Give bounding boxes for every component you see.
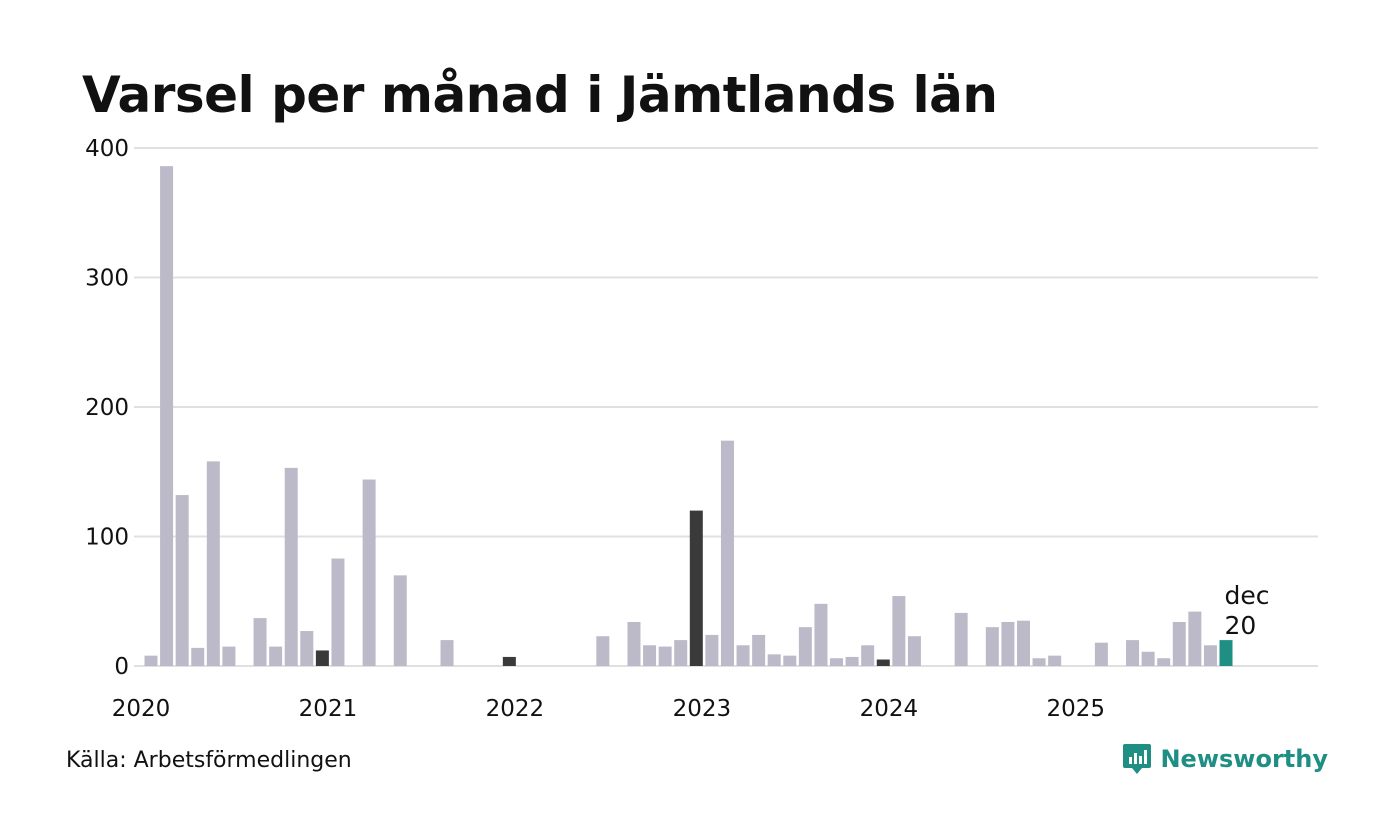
bar-2023-04: [752, 634, 766, 666]
bar-2023-05: [767, 654, 781, 666]
x-tick-label: 2020: [112, 696, 171, 722]
brand-name: Newsworthy: [1160, 745, 1328, 773]
x-tick-label: 2023: [673, 696, 732, 722]
bar-2020-11: [300, 631, 314, 666]
x-tick-label: 2022: [486, 696, 545, 722]
bar-2023-12: [876, 659, 890, 666]
x-tick-label: 2024: [860, 696, 919, 722]
newsworthy-icon: [1123, 744, 1152, 774]
bar-2020-05: [206, 461, 220, 666]
bar-2020-08: [253, 618, 267, 666]
x-tick-label: 2025: [1047, 696, 1106, 722]
bar-2021-01: [331, 558, 345, 666]
bar-2024-11: [1048, 655, 1062, 666]
annotation-value: 20: [1225, 611, 1257, 640]
bars: [144, 166, 1233, 666]
bar-2024-10: [1032, 658, 1046, 666]
y-tick-label: 200: [85, 395, 129, 421]
bar-2024-09: [1016, 620, 1030, 666]
bar-2025-02: [1094, 642, 1108, 666]
chart-title: Varsel per månad i Jämtlands län: [82, 66, 998, 124]
bar-2024-07: [985, 627, 999, 666]
source-label: Källa: Arbetsförmedlingen: [66, 748, 352, 773]
bar-2020-06: [222, 646, 236, 666]
bar-2023-10: [845, 656, 859, 666]
y-tick-label: 400: [85, 136, 129, 162]
bar-2023-09: [830, 658, 844, 666]
bar-2020-02: [160, 166, 174, 666]
annotation-month: dec: [1225, 581, 1270, 610]
bar-2022-06: [596, 636, 610, 666]
bar-2025-06: [1157, 658, 1171, 666]
bar-2025-05: [1141, 651, 1155, 666]
bar-2025-10: [1219, 640, 1233, 666]
y-tick-label: 0: [114, 654, 129, 680]
bar-2020-09: [269, 646, 283, 666]
bar-2023-11: [861, 645, 875, 666]
bar-2025-07: [1172, 621, 1186, 666]
bar-2023-02: [720, 440, 734, 666]
bar-2022-08: [627, 621, 641, 666]
bar-2024-08: [1001, 621, 1015, 666]
bar-2024-02: [907, 636, 921, 666]
bar-2021-03: [362, 479, 376, 666]
y-tick-label: 100: [85, 525, 129, 551]
bar-2023-07: [798, 627, 812, 666]
bar-2021-05: [393, 575, 407, 666]
bar-2022-11: [674, 640, 688, 666]
bar-2022-09: [643, 645, 657, 666]
bar-2020-03: [175, 495, 189, 666]
bar-2024-05: [954, 612, 968, 666]
y-axis-ticks: 0 100 200 300 400: [85, 136, 129, 680]
bar-2021-08: [440, 640, 454, 666]
bar-2020-01: [144, 655, 158, 666]
bar-2023-01: [705, 634, 719, 666]
brand-logo[interactable]: Newsworthy: [1122, 742, 1328, 776]
bar-2021-12: [502, 656, 516, 666]
bar-2022-12: [689, 510, 703, 666]
y-tick-label: 300: [85, 266, 129, 292]
bar-2025-09: [1203, 645, 1217, 666]
bar-2020-04: [191, 647, 205, 666]
x-tick-label: 2021: [299, 696, 358, 722]
bar-2023-06: [783, 655, 797, 666]
bar-2020-10: [284, 467, 298, 666]
x-axis-ticks: 2020 2021 2022 2023 2024 2025: [112, 696, 1105, 722]
bar-2020-12: [315, 650, 329, 666]
bar-2023-08: [814, 603, 828, 666]
bar-2023-03: [736, 645, 750, 666]
bar-2024-01: [892, 596, 906, 666]
bar-2025-08: [1188, 611, 1202, 666]
bar-2025-04: [1126, 640, 1140, 666]
bar-2022-10: [658, 646, 672, 666]
